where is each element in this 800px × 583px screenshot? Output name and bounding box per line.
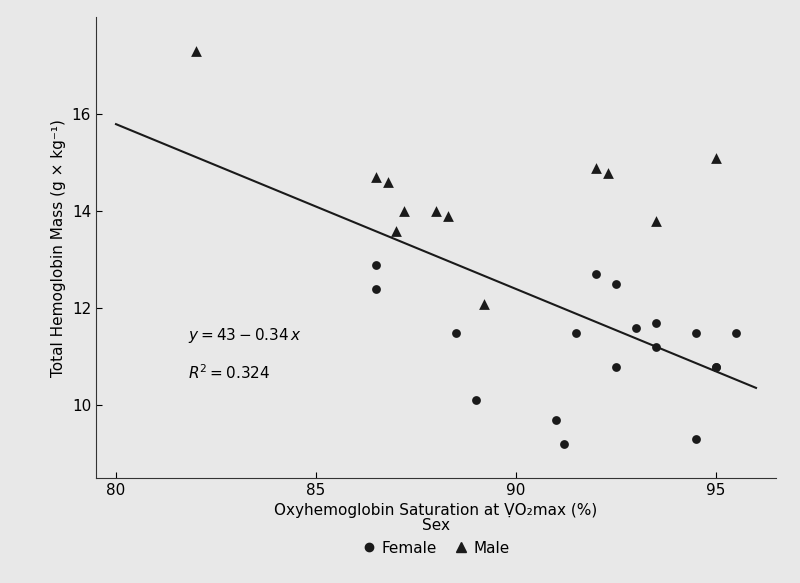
Point	[430, 207, 442, 216]
Point	[730, 328, 742, 338]
Point	[710, 362, 722, 371]
Point	[382, 178, 394, 187]
Point	[650, 216, 662, 226]
Point	[550, 415, 562, 424]
Point	[442, 212, 454, 221]
Point	[710, 362, 722, 371]
Y-axis label: Total Hemoglobin Mass (g × kg⁻¹): Total Hemoglobin Mass (g × kg⁻¹)	[51, 119, 66, 377]
Point	[450, 328, 462, 338]
Point	[650, 318, 662, 328]
Point	[370, 260, 382, 269]
X-axis label: Oxyhemoglobin Saturation at ṾO₂max (%): Oxyhemoglobin Saturation at ṾO₂max (%)	[274, 504, 598, 518]
Point	[370, 173, 382, 182]
Point	[478, 299, 490, 308]
Point	[590, 163, 602, 173]
Point	[390, 226, 402, 236]
Point	[630, 323, 642, 332]
Point	[470, 396, 482, 405]
Point	[398, 207, 410, 216]
Point	[650, 342, 662, 352]
Point	[590, 270, 602, 279]
Point	[610, 279, 622, 289]
Point	[690, 328, 702, 338]
Text: $y = 43 - 0.34\,x$: $y = 43 - 0.34\,x$	[188, 326, 302, 345]
Legend: Female, Male: Female, Male	[362, 518, 510, 556]
Point	[370, 285, 382, 294]
Point	[190, 47, 202, 56]
Point	[690, 434, 702, 444]
Point	[558, 440, 570, 449]
Point	[570, 328, 582, 338]
Point	[710, 153, 722, 163]
Text: $R^2 = 0.324$: $R^2 = 0.324$	[188, 363, 270, 382]
Point	[610, 362, 622, 371]
Point	[602, 168, 614, 177]
